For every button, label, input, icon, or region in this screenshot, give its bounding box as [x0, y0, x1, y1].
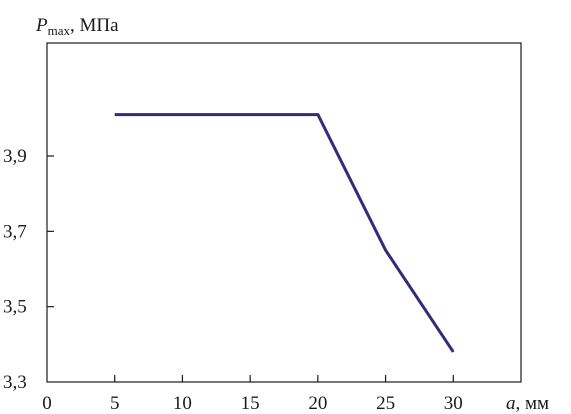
- x-tick-label: 15: [241, 393, 260, 414]
- y-axis-label-subscript: max: [48, 23, 71, 38]
- x-tick-label: 10: [173, 393, 192, 414]
- x-axis-label-symbol: a: [506, 393, 516, 414]
- y-axis-label-symbol: P: [35, 15, 48, 36]
- x-tick-label: 0: [42, 393, 52, 414]
- x-axis-label: a, мм: [506, 393, 549, 414]
- y-axis-ticks: 3,3 3,5 3,7 3,9: [3, 146, 54, 393]
- x-axis-label-unit: , мм: [516, 393, 550, 414]
- plot-border: [46, 42, 522, 383]
- y-tick-label: 3,9: [3, 146, 27, 167]
- series-line: [114, 113, 455, 353]
- x-tick-label: 5: [110, 393, 120, 414]
- y-axis-label-unit: , МПа: [70, 15, 119, 36]
- y-tick-label: 3,5: [3, 297, 27, 318]
- plot-frame: [46, 42, 522, 383]
- x-tick-label: 20: [308, 393, 327, 414]
- x-tick-label: 25: [376, 393, 395, 414]
- series-group: [114, 113, 455, 353]
- x-tick-label: 30: [444, 393, 463, 414]
- x-axis-ticks: 0 5 10 15 20 25 30: [42, 375, 463, 414]
- y-tick-label: 3,3: [3, 372, 27, 393]
- y-axis-label: Pmax, МПа: [35, 15, 119, 38]
- y-tick-label: 3,7: [3, 221, 27, 242]
